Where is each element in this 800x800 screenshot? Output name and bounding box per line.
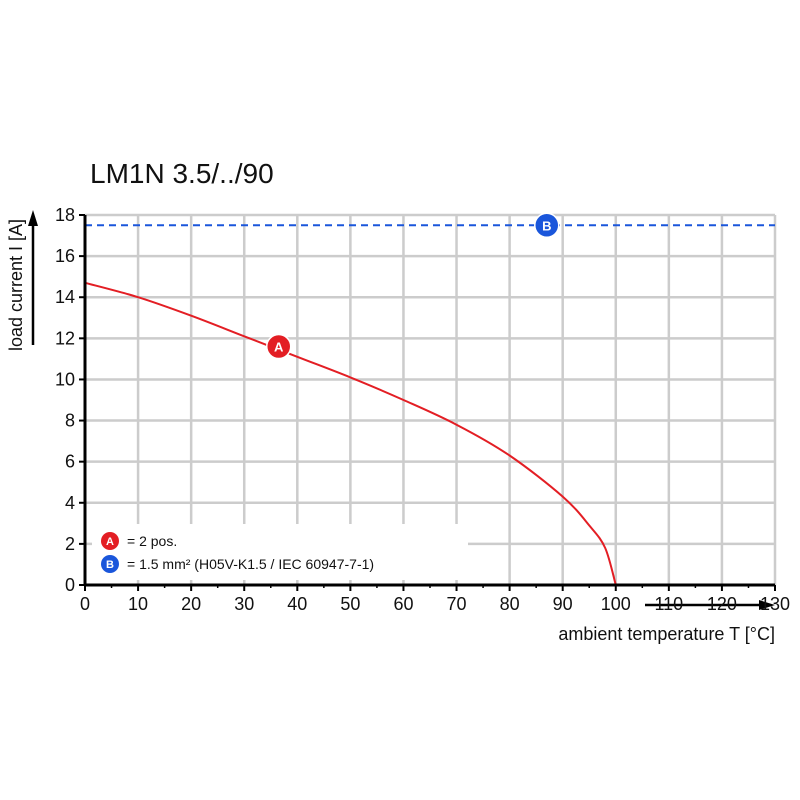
legend: A = 2 pos. B = 1.5 mm² (H05V-K1.5 / IEC 609… (101, 532, 374, 573)
x-tick-label: 10 (128, 594, 148, 614)
y-tick-label: 2 (65, 534, 75, 554)
legend-item-A: A = 2 pos. (101, 532, 177, 550)
x-tick-label: 60 (393, 594, 413, 614)
legend-text: = 2 pos. (127, 533, 177, 549)
x-tick-label: 100 (601, 594, 631, 614)
x-tick-label: 0 (80, 594, 90, 614)
markers: AB (265, 212, 560, 360)
y-tick-label: 14 (55, 287, 75, 307)
series-line-A (84, 281, 617, 586)
legend-badge-circle (101, 532, 119, 550)
x-tick-label: 20 (181, 594, 201, 614)
axes (28, 210, 776, 610)
x-tick-label: 40 (287, 594, 307, 614)
x-tick-label: 120 (707, 594, 737, 614)
y-tick-label: 8 (65, 411, 75, 431)
legend-badge-circle (101, 555, 119, 573)
x-tick-label: 130 (760, 594, 790, 614)
x-tick-label: 80 (500, 594, 520, 614)
x-arrow-head (759, 600, 775, 610)
y-arrow-head (28, 210, 38, 226)
x-tick-label: 30 (234, 594, 254, 614)
x-tick-label: 110 (654, 594, 683, 614)
x-tick-label: 70 (447, 594, 467, 614)
grid (85, 213, 777, 585)
legend-background (92, 524, 468, 580)
y-tick-label: 16 (55, 246, 75, 266)
marker-A: A (265, 333, 292, 360)
y-tick-label: 0 (65, 575, 75, 595)
legend-item-B: B = 1.5 mm² (H05V-K1.5 / IEC 60947-7-1) (101, 555, 374, 573)
marker-badge-label: A (274, 340, 284, 355)
chart-title: LM1N 3.5/../90 (90, 158, 274, 189)
marker-badge-circle (534, 212, 560, 239)
marker-B: B (534, 212, 560, 239)
marker-badge-circle (265, 333, 292, 360)
y-tick-label: 18 (55, 205, 75, 225)
legend-badge-label: B (106, 559, 114, 571)
x-tick-label: 90 (553, 594, 573, 614)
legend-badge-label: A (106, 536, 114, 548)
series-layer (84, 224, 775, 586)
x-axis-label: ambient temperature T [°C] (558, 624, 775, 644)
y-tick-label: 10 (55, 369, 75, 389)
y-tick-label: 4 (65, 493, 75, 513)
tick-labels: 0 10 20 30 40 50 60 70 80 90 100 110 120 130 0 2 4 6 8 10 12… (55, 205, 790, 614)
y-axis-label: load current I [A] (6, 219, 26, 351)
y-tick-label: 6 (65, 452, 75, 472)
x-tick-label: 50 (340, 594, 360, 614)
legend-text: = 1.5 mm² (H05V-K1.5 / IEC 60947-7-1) (127, 556, 374, 572)
y-tick-label: 12 (55, 328, 75, 348)
marker-badge-label: B (542, 218, 551, 233)
